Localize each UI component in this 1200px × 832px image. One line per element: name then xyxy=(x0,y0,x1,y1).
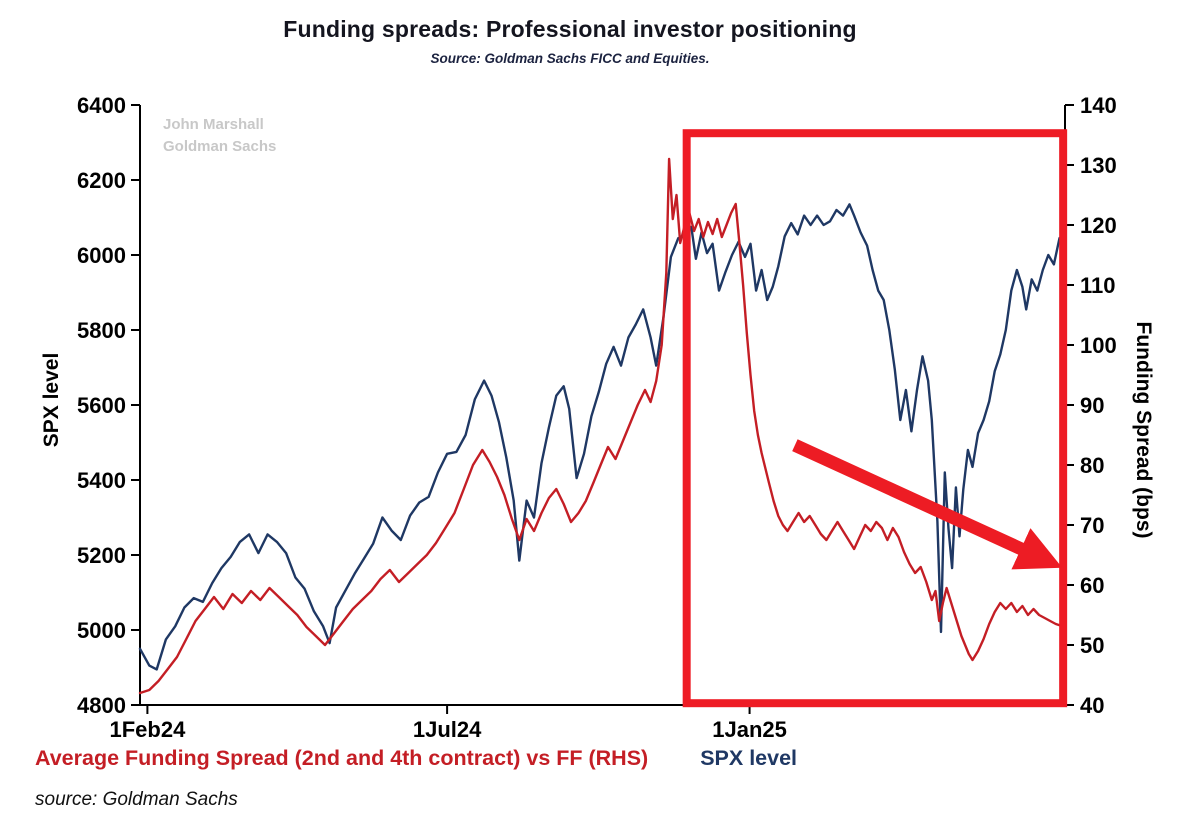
spx-line-series xyxy=(138,203,1067,671)
right-axis-tick-label: 120 xyxy=(1080,213,1117,238)
watermark-line1: John Marshall xyxy=(163,116,264,133)
left-axis-tick-label: 5800 xyxy=(77,318,126,343)
right-axis-title: Funding Spread (bps) xyxy=(1132,321,1155,539)
source-note: source: Goldman Sachs xyxy=(35,789,238,810)
right-axis-tick-label: 40 xyxy=(1080,693,1104,718)
highlight-box-annotation xyxy=(682,129,1068,708)
right-axis-tick-label: 140 xyxy=(1080,93,1117,118)
right-axis-tick-label: 70 xyxy=(1080,513,1104,538)
left-axis-title: SPX level xyxy=(40,352,63,448)
left-axis-tick-label: 6400 xyxy=(77,93,126,118)
legend-funding-spread: Average Funding Spread (2nd and 4th cont… xyxy=(35,746,649,770)
right-axis-tick-label: 80 xyxy=(1080,453,1104,478)
x-axis-tick-label: 1Jul24 xyxy=(413,717,482,742)
legend-spx-level: SPX level xyxy=(700,746,798,770)
right-axis-tick-label: 50 xyxy=(1080,633,1104,658)
right-axis-tick-label: 90 xyxy=(1080,393,1104,418)
left-axis-tick-label: 5200 xyxy=(77,543,126,568)
right-axis-tick-label: 60 xyxy=(1080,573,1104,598)
legend: Average Funding Spread (2nd and 4th cont… xyxy=(35,746,797,771)
right-axis-tick-label: 130 xyxy=(1080,153,1117,178)
right-axis-tick-label: 110 xyxy=(1080,273,1116,298)
chart-title: Funding spreads: Professional investor p… xyxy=(283,16,857,42)
watermark-line2: Goldman Sachs xyxy=(163,138,277,155)
x-axis-tick-label: 1Feb24 xyxy=(109,717,186,742)
left-axis-tick-label: 5400 xyxy=(77,468,126,493)
watermark: John Marshall Goldman Sachs xyxy=(163,114,276,158)
down-arrow-annotation xyxy=(792,439,1063,570)
left-axis-tick-label: 6000 xyxy=(77,243,126,268)
funding-spread-line-series xyxy=(138,157,1067,695)
chart-subtitle: Source: Goldman Sachs FICC and Equities. xyxy=(430,51,710,66)
left-axis-tick-label: 6200 xyxy=(77,168,126,193)
left-axis-tick-label: 5000 xyxy=(77,618,126,643)
right-axis-tick-label: 100 xyxy=(1080,333,1117,358)
left-axis-tick-label: 5600 xyxy=(77,393,126,418)
left-axis-tick-label: 4800 xyxy=(77,693,126,718)
x-axis-tick-label: 1Jan25 xyxy=(712,717,787,742)
